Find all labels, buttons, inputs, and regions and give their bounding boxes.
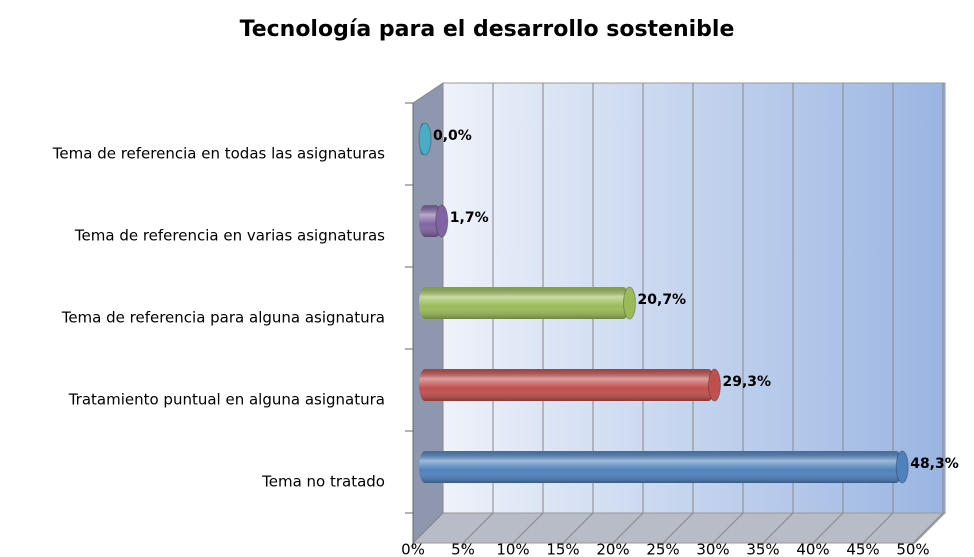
chart-title: Tecnología para el desarrollo sostenible <box>240 17 735 42</box>
x-tick-label: 40% <box>796 541 829 557</box>
bar-cap <box>707 368 721 402</box>
value-label: 29,3% <box>722 374 771 390</box>
x-tick-label: 10% <box>496 541 529 557</box>
bar-shine <box>419 205 442 237</box>
grid-line <box>462 512 494 544</box>
bar-cap <box>435 204 449 238</box>
x-tick-label: 5% <box>451 541 475 557</box>
grid-line <box>812 512 844 544</box>
bar-shine <box>419 287 630 319</box>
value-label: 0,0% <box>433 128 472 144</box>
grid-line <box>662 512 694 544</box>
x-tick-label: 30% <box>696 541 729 557</box>
grid-line <box>412 512 444 544</box>
grid-line <box>512 512 544 544</box>
y-tick-label: Tema de referencia para alguna asignatur… <box>61 309 385 327</box>
grid-line <box>862 512 894 544</box>
x-tick-label: 25% <box>646 541 679 557</box>
x-tick-label: 50% <box>896 541 929 557</box>
y-tick-label: Tema no tratado <box>261 473 385 491</box>
x-tick-label: 20% <box>596 541 629 557</box>
bar-shine <box>419 451 903 483</box>
grid-line <box>762 512 794 544</box>
x-tick-label: 35% <box>746 541 779 557</box>
y-tick-label: Tema de referencia en varias asignaturas <box>74 227 385 245</box>
y-tick-label: Tema de referencia en todas las asignatu… <box>52 145 385 163</box>
grid-line <box>712 512 744 544</box>
bar-shine <box>419 369 715 401</box>
x-tick-label: 45% <box>846 541 879 557</box>
grid-line <box>912 512 944 544</box>
value-label: 1,7% <box>450 210 489 226</box>
grid-line <box>562 512 594 544</box>
bar-cap <box>418 122 432 156</box>
x-tick-label: 0% <box>401 541 425 557</box>
grid-line <box>612 512 644 544</box>
floor <box>411 512 947 544</box>
value-label: 48,3% <box>910 456 959 472</box>
x-tick-label: 15% <box>546 541 579 557</box>
value-label: 20,7% <box>638 292 687 308</box>
bar-cap <box>623 286 637 320</box>
y-tick-label: Tratamiento puntual en alguna asignatura <box>68 391 385 409</box>
bar-cap <box>895 450 909 484</box>
